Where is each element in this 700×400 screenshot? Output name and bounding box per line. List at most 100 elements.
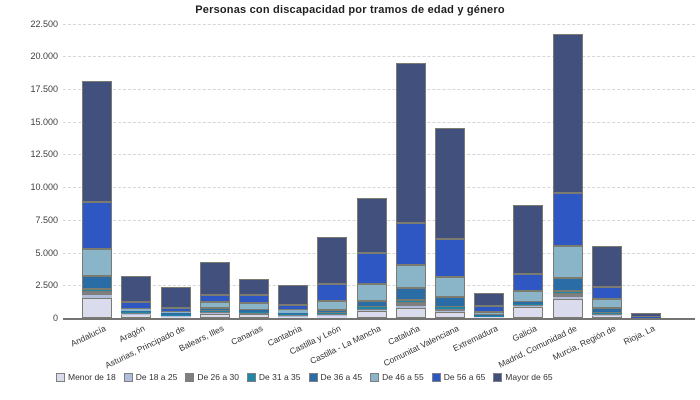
bar-segment[interactable] [238,312,269,314]
bar-segment[interactable] [434,276,465,297]
bar-segment[interactable] [552,296,583,300]
bar-segment[interactable] [552,246,583,279]
bar-segment[interactable] [513,205,544,275]
bar-segment[interactable] [278,313,309,315]
bar-segment[interactable] [356,300,387,307]
bar-segment[interactable] [238,295,269,304]
bar-segment[interactable] [395,265,426,289]
bar-segment[interactable] [591,313,622,315]
bar-segment[interactable] [160,311,191,314]
bar-segment[interactable] [395,306,426,309]
bar-segment[interactable] [434,308,465,311]
bar-segment[interactable] [82,297,113,318]
bar-segment[interactable] [317,314,348,315]
bar-segment[interactable] [474,316,505,318]
bar-segment[interactable] [395,300,426,304]
bar-segment[interactable] [317,284,348,301]
bar-segment[interactable] [552,290,583,294]
bar-segment[interactable] [278,310,309,314]
bar-segment[interactable] [278,314,309,316]
bar-segment[interactable] [317,236,348,285]
bar-segment[interactable] [395,288,426,300]
bar-segment[interactable] [278,285,309,306]
bar-segment[interactable] [356,198,387,254]
bar-segment[interactable] [591,308,622,313]
bar-segment[interactable] [82,292,113,296]
bar-segment[interactable] [434,127,465,239]
bar-segment[interactable] [474,292,505,307]
bar-segment[interactable] [82,289,113,293]
bar-segment[interactable] [434,306,465,309]
bar-segment[interactable] [356,310,387,311]
bar-segment[interactable] [238,278,269,296]
bar-segment[interactable] [356,310,387,318]
bar-segment[interactable] [552,293,583,297]
bar-segment[interactable] [434,310,465,312]
bar-segment[interactable] [474,311,505,316]
bar-segment[interactable] [238,303,269,311]
bar-segment[interactable] [395,62,426,223]
bar-segment[interactable] [238,313,269,315]
bar-segment[interactable] [434,238,465,277]
bar-segment[interactable] [356,308,387,310]
bar-segment[interactable] [513,305,544,306]
bar-segment[interactable] [513,304,544,305]
bar-segment[interactable] [160,307,191,312]
bar-segment[interactable] [552,34,583,193]
bar-segment[interactable] [160,315,191,317]
bar-segment[interactable] [121,312,152,314]
bar-segment[interactable] [434,296,465,307]
bar-segment[interactable] [160,316,191,318]
bar-segment[interactable] [238,310,269,313]
bar-segment[interactable] [513,307,544,318]
bar-segment[interactable] [121,311,152,313]
bar-segment[interactable] [121,309,152,311]
bar-segment[interactable] [278,314,309,315]
bar-segment[interactable] [591,245,622,287]
bar-segment[interactable] [474,306,505,312]
bar-segment[interactable] [474,315,505,316]
bar-segment[interactable] [356,284,387,301]
bar-segment[interactable] [317,313,348,315]
bar-segment[interactable] [591,299,622,309]
bar-segment[interactable] [121,302,152,310]
bar-segment[interactable] [317,309,348,314]
bar-segment[interactable] [199,313,230,318]
bar-segment[interactable] [199,311,230,313]
bar-segment[interactable] [356,253,387,285]
bar-segment[interactable] [238,314,269,318]
bar-segment[interactable] [278,316,309,318]
bar-segment[interactable] [395,222,426,266]
bar-segment[interactable] [513,301,544,304]
bar-segment[interactable] [238,312,269,313]
bar-segment[interactable] [199,307,230,312]
bar-segment[interactable] [278,305,309,311]
bar-segment[interactable] [552,299,583,318]
bar-segment[interactable] [199,302,230,308]
bar-segment[interactable] [317,315,348,318]
bar-segment[interactable] [630,312,661,317]
bar-segment[interactable] [591,286,622,300]
bar-segment[interactable] [395,303,426,306]
bar-segment[interactable] [160,316,191,317]
bar-segment[interactable] [552,192,583,247]
bar-segment[interactable] [82,201,113,250]
bar-segment[interactable] [199,313,230,314]
bar-segment[interactable] [82,295,113,298]
bar-segment[interactable] [199,312,230,314]
bar-segment[interactable] [121,276,152,303]
bar-segment[interactable] [121,310,152,312]
bar-segment[interactable] [513,306,544,307]
bar-segment[interactable] [160,286,191,308]
bar-segment[interactable] [82,276,113,290]
bar-segment[interactable] [552,278,583,291]
bar-segment[interactable] [591,312,622,314]
bar-segment[interactable] [199,262,230,296]
bar-segment[interactable] [82,249,113,277]
bar-segment[interactable] [160,314,191,316]
bar-segment[interactable] [160,313,191,315]
bar-segment[interactable] [513,291,544,302]
bar-segment[interactable] [278,315,309,317]
bar-segment[interactable] [199,295,230,303]
bar-segment[interactable] [82,81,113,202]
